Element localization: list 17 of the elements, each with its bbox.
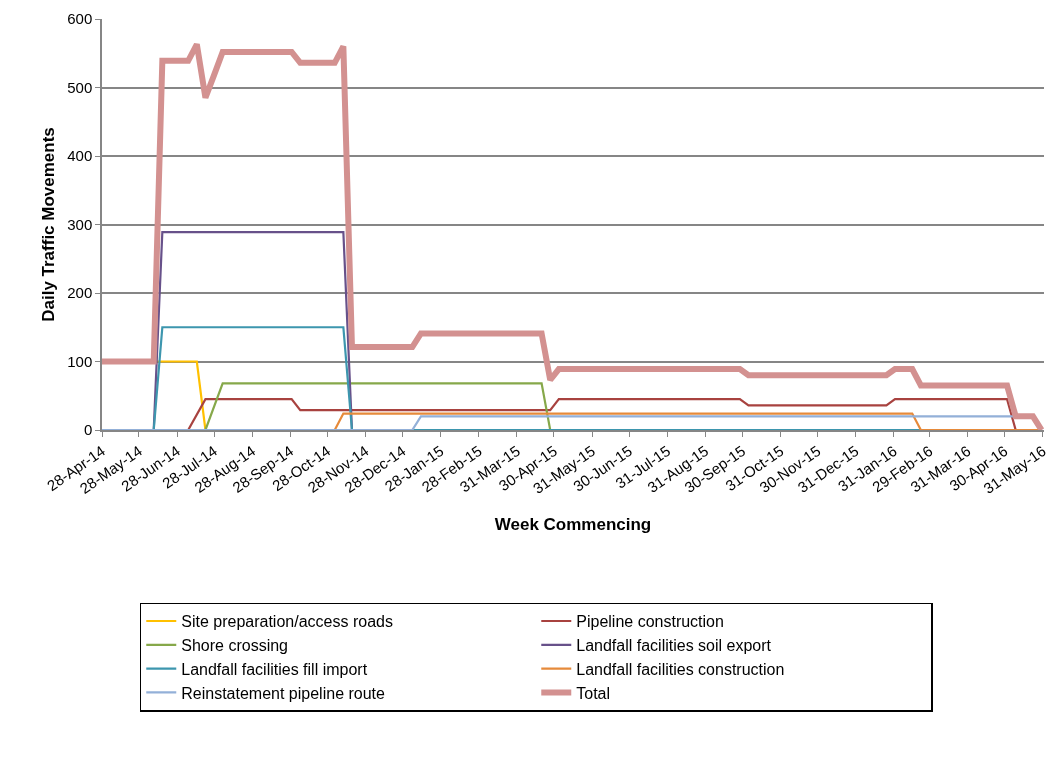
legend-label: Site preparation/access roads [181, 613, 393, 631]
legend-label: Landfall facilities fill import [181, 660, 368, 678]
y-tick-label: 200 [67, 284, 93, 302]
legend-label: Pipeline construction [576, 613, 724, 631]
legend-label: Reinstatement pipeline route [181, 684, 386, 702]
y-tick-label: 500 [67, 78, 93, 96]
legend-label: Shore crossing [181, 637, 288, 655]
x-axis-title: Week Commencing [494, 514, 652, 534]
y-tick-label: 100 [67, 352, 93, 370]
y-tick-label: 400 [67, 147, 93, 165]
y-axis-title: Daily Traffic Movements [39, 127, 59, 322]
legend-label: Landfall facilities construction [576, 660, 785, 678]
y-tick-label: 300 [67, 215, 93, 233]
y-tick-label: 600 [67, 10, 93, 28]
legend-label: Total [576, 684, 611, 702]
y-tick-label: 0 [83, 421, 93, 439]
legend-label: Landfall facilities soil export [576, 637, 772, 655]
